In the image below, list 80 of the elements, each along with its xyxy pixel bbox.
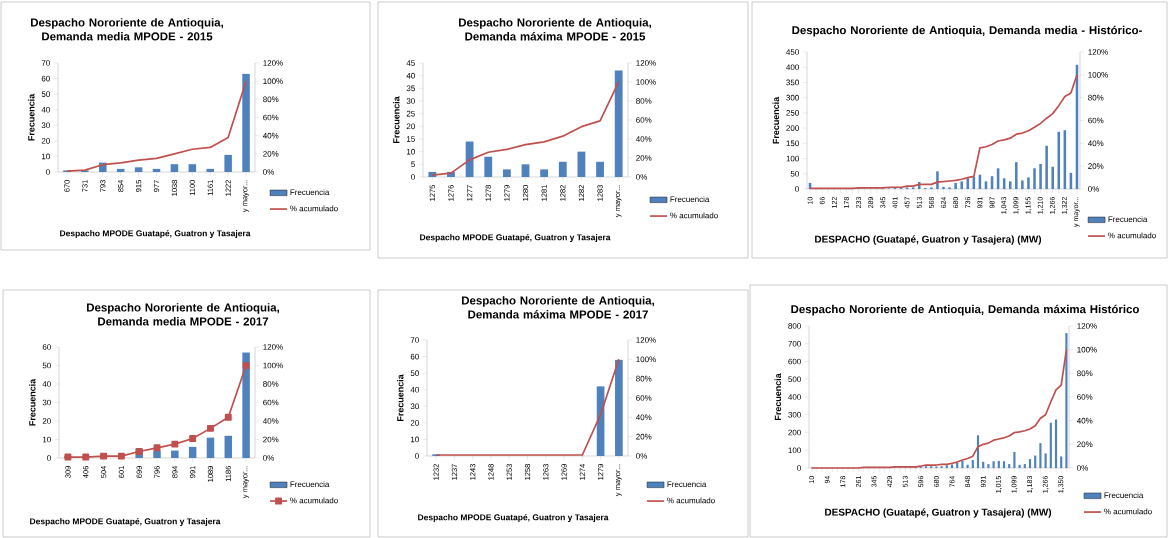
bar: [1039, 164, 1042, 189]
bar: [171, 450, 179, 458]
point: [224, 413, 232, 421]
x-axis-title: Despacho MPODE Guatapé, Guatron y Tasajera: [30, 517, 221, 526]
bar: [992, 461, 995, 468]
point: [153, 444, 161, 452]
bar: [950, 464, 954, 468]
bar: [942, 186, 945, 189]
bar: [1051, 166, 1054, 189]
bar: [224, 435, 233, 458]
bar: [961, 460, 964, 468]
bar: [134, 167, 143, 172]
chart-title: Despacho Nororiente de Antioquia, Demanda media MPODE - 2017: [87, 303, 280, 326]
bar: [936, 171, 939, 189]
bar: [188, 164, 197, 172]
bar: [242, 352, 250, 458]
bar: [465, 141, 474, 177]
bar: [206, 168, 214, 172]
bar: [997, 460, 1000, 468]
x-axis-title: Despacho MPODE Guatapé, Guatron y Tasajera: [60, 229, 251, 238]
bar: [224, 154, 232, 172]
bar: [242, 73, 250, 172]
bar: [945, 465, 948, 468]
chart-title: Despacho Nororiente de Antioquia, Demanda máxima MPODE - 2017: [462, 296, 654, 319]
point: [207, 424, 214, 432]
chart-title: Despacho Nororiente de Antioquia, Demanda media - Histórico-: [792, 25, 1142, 37]
bar: [153, 450, 161, 458]
bar: [1033, 168, 1036, 189]
y-axis-title: Frecuencia: [27, 93, 35, 141]
bar: [188, 446, 197, 458]
point: [171, 440, 179, 448]
bar: [1028, 459, 1032, 468]
chart-title: Despacho Nororiente de Antioquia, Demanda máxima Histórico: [791, 304, 1139, 316]
y-axis-title: Frecuencia: [28, 378, 36, 426]
chart-title: Despacho Nororiente de Antioquia, Demanda máxima MPODE - 2015: [459, 18, 651, 41]
bar: [1049, 422, 1052, 468]
y-axis-title: Frecuencia: [396, 374, 404, 422]
x-axis-title: Despacho MPODE Guatapé, Guatron y Tasajera: [418, 513, 609, 522]
bar: [614, 70, 623, 177]
bar: [615, 359, 623, 456]
line-series: [66, 80, 247, 172]
bar: [1039, 443, 1042, 468]
y-axis-title: Frecuencia: [772, 96, 780, 144]
x-axis-title: DESPACHO (Guatapé, Guatron y Tasajera) (MW): [825, 508, 1052, 518]
x-axis-title: Despacho MPODE Guatapé, Guatron y Tasajera: [420, 233, 611, 242]
bar: [987, 464, 990, 468]
bar: [1044, 453, 1047, 468]
bar: [1027, 177, 1030, 189]
bar: [1008, 181, 1012, 189]
bar: [1021, 180, 1024, 189]
point: [117, 452, 125, 460]
point: [82, 453, 90, 461]
chart-title: Despacho Nororiente de Antioquia, Demanda media MPODE - 2015: [31, 18, 223, 41]
bar: [116, 168, 125, 172]
bar: [971, 460, 974, 468]
bar: [1013, 452, 1016, 468]
bar: [1045, 145, 1048, 189]
bar: [558, 161, 567, 177]
point: [242, 362, 250, 369]
bar: [960, 181, 963, 189]
point: [100, 452, 108, 460]
bar: [170, 164, 179, 172]
bar: [521, 164, 530, 177]
bar: [596, 161, 604, 177]
line-series: [431, 81, 620, 176]
bar: [1065, 333, 1068, 468]
y-axis-title: Frecuencia: [392, 96, 400, 144]
bar: [502, 169, 511, 177]
point: [189, 435, 197, 443]
bar: [152, 168, 161, 172]
bar: [484, 156, 493, 177]
bar: [206, 437, 215, 458]
bar: [1002, 461, 1006, 468]
bar: [954, 182, 957, 189]
bar: [1054, 419, 1058, 468]
bar: [540, 169, 549, 177]
bar: [1015, 162, 1018, 189]
bar: [1060, 456, 1063, 468]
x-axis-title: DESPACHO (Guatapé, Guatron y Tasajera) (MW): [815, 235, 1042, 245]
y-axis-title: Frecuencia: [774, 373, 782, 421]
